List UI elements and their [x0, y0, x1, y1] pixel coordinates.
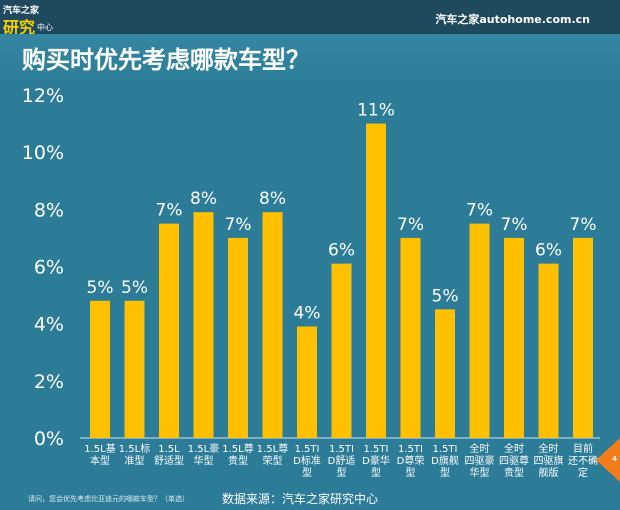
y-tick-label: 6%	[34, 257, 64, 279]
bar	[193, 212, 214, 438]
x-tick-label: D豪华	[362, 454, 390, 467]
x-tick-label: 定	[578, 466, 588, 479]
x-tick-label: 舰版	[539, 466, 559, 479]
data-label: 7%	[397, 215, 424, 235]
x-tick-label: 准型	[125, 454, 145, 467]
data-label: 7%	[466, 201, 493, 221]
data-label: 7%	[501, 215, 528, 235]
data-label: 7%	[225, 215, 252, 235]
bar	[435, 309, 455, 438]
x-tick-label: 1.5L豪	[188, 442, 219, 455]
data-label: 4%	[294, 304, 321, 324]
data-label: 7%	[570, 215, 597, 235]
x-tick-label: 四驱旗	[534, 454, 564, 467]
logo: 汽车之家 研究 中心	[3, 3, 63, 37]
y-tick-label: 0%	[34, 428, 64, 450]
x-tick-label: 1.5TI	[398, 444, 423, 455]
x-tick-label: 型	[440, 466, 450, 479]
bar	[124, 300, 145, 438]
x-tick-label: 全时	[504, 442, 524, 455]
y-tick-label: 12%	[22, 85, 64, 107]
x-tick-label: 全时	[470, 442, 490, 455]
x-tick-label: 型	[302, 466, 312, 479]
x-tick-label: 四驱尊	[499, 454, 529, 467]
x-tick-label: D旗舰	[431, 454, 459, 467]
x-tick-label: 四驱豪	[465, 454, 495, 467]
x-tick-label: 1.5L标	[119, 443, 150, 455]
logo-text: 研究	[3, 18, 36, 37]
x-tick-label: 型	[406, 466, 416, 479]
data-label: 7%	[156, 201, 183, 221]
data-label: 8%	[190, 189, 217, 209]
data-label: 6%	[328, 241, 355, 261]
x-tick-label: 舒适型	[154, 454, 184, 467]
survey-question: 请问，您会优先考虑比亚迪元的哪款车型？（单选）	[28, 495, 189, 503]
bar	[228, 237, 248, 438]
data-source: 数据来源：汽车之家研究中心	[222, 492, 379, 506]
x-tick-label: 荣型	[263, 454, 283, 467]
bar	[538, 263, 559, 438]
x-tick-label: D标准	[293, 455, 321, 467]
x-tick-label: 型	[371, 466, 381, 479]
bar	[469, 223, 490, 438]
x-tick-label: 目前	[573, 442, 593, 455]
x-tick-label: 1.5TI	[295, 444, 320, 455]
x-tick-label: 还不确	[568, 454, 598, 467]
x-tick-label: 本型	[90, 454, 110, 467]
x-tick-label: 1.5TI	[433, 444, 458, 455]
data-label: 5%	[121, 278, 148, 298]
x-tick-label: D舒适	[328, 454, 356, 467]
bar	[297, 326, 317, 438]
x-tick-label: 1.5L尊	[257, 442, 288, 455]
x-tick-label: 贵型	[228, 454, 248, 467]
x-tick-label: 1.5TI	[329, 444, 354, 455]
data-label: 6%	[535, 241, 562, 261]
bar	[400, 237, 421, 438]
data-label: 8%	[259, 189, 286, 209]
x-tick-label: 1.5L基	[84, 442, 115, 455]
x-tick-label: 全时	[539, 442, 559, 455]
x-tick-label: 华型	[470, 466, 490, 479]
x-tick-label: 1.5TI	[364, 444, 389, 455]
bar	[366, 123, 386, 438]
bar	[159, 223, 179, 438]
logo-text: 汽车之家	[3, 6, 40, 16]
x-tick-label: D尊荣	[397, 454, 425, 467]
y-tick-label: 10%	[22, 142, 64, 164]
bar	[90, 300, 110, 438]
page-number: 4	[612, 455, 617, 463]
x-tick-label: 贵型	[504, 466, 524, 479]
bar	[331, 263, 352, 438]
logo-text: 中心	[37, 23, 53, 32]
x-tick-label: 型	[337, 466, 347, 479]
site-name: 汽车之家autohome.com.cn	[435, 13, 590, 26]
x-tick-label: 1.5L尊	[222, 442, 253, 455]
y-tick-label: 2%	[34, 371, 64, 393]
data-label: 5%	[432, 286, 459, 306]
top-bar: 汽车之家 研究 中心 汽车之家autohome.com.cn	[0, 0, 620, 37]
data-label: 5%	[87, 278, 114, 298]
data-label: 11%	[357, 101, 395, 121]
page-title: 购买时优先考虑哪款车型？	[22, 46, 310, 74]
y-tick-label: 4%	[34, 314, 64, 336]
y-tick-label: 8%	[34, 199, 64, 221]
bar	[504, 237, 524, 438]
bar	[262, 212, 283, 438]
title-band	[0, 34, 620, 80]
x-tick-label: 华型	[194, 454, 214, 467]
page-tab[interactable]	[596, 438, 620, 482]
bar	[573, 237, 593, 438]
x-tick-label: 1.5L	[158, 444, 180, 455]
